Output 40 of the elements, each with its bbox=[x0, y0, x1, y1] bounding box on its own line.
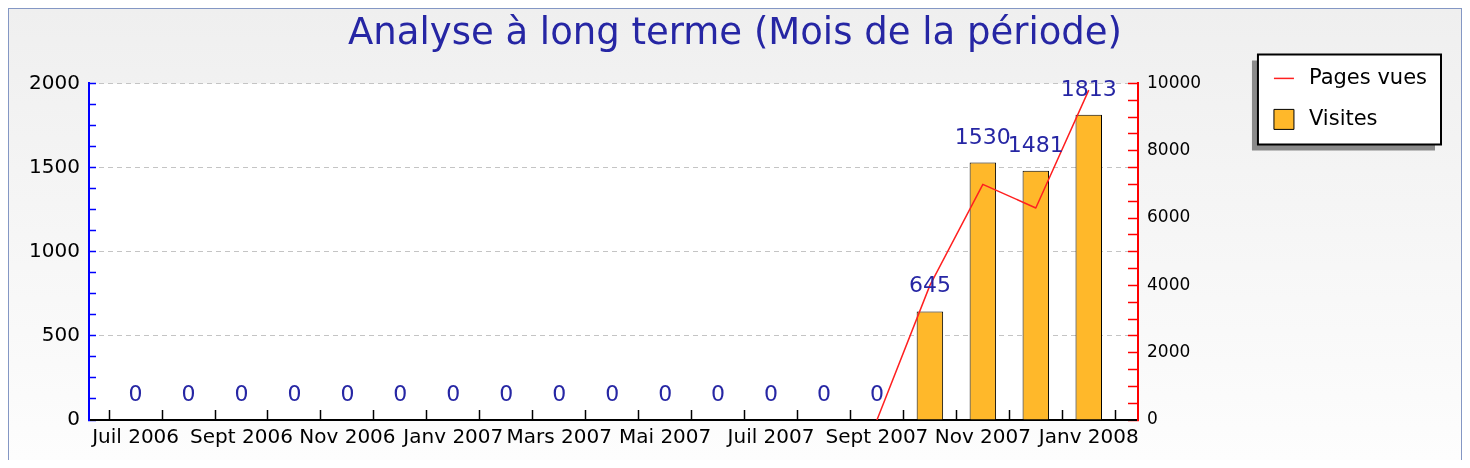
x-tick-label: Sept 2006 bbox=[190, 424, 293, 449]
y2-tick-label: 10000 bbox=[1147, 71, 1202, 92]
legend-label: Visites bbox=[1308, 105, 1378, 130]
data-label: 0 bbox=[711, 381, 726, 406]
x-tick-label: Juil 2007 bbox=[725, 424, 815, 449]
chart-title: Analyse à long terme (Mois de la période) bbox=[348, 9, 1122, 53]
x-tick-label: Nov 2006 bbox=[299, 424, 396, 449]
data-label: 0 bbox=[869, 381, 884, 406]
data-label: 0 bbox=[393, 381, 408, 406]
y2-tick-label: 8000 bbox=[1147, 139, 1191, 160]
data-label: 0 bbox=[658, 381, 673, 406]
data-label: 0 bbox=[181, 381, 196, 406]
data-label: 0 bbox=[764, 381, 779, 406]
data-label: 0 bbox=[552, 381, 567, 406]
y-tick-label: 1500 bbox=[29, 153, 80, 178]
x-tick-label: Mai 2007 bbox=[618, 424, 712, 449]
y-tick-label: 1000 bbox=[29, 237, 80, 262]
data-label: 0 bbox=[446, 381, 461, 406]
legend-label: Pages vues bbox=[1308, 64, 1428, 89]
y-tick-label: 2000 bbox=[29, 69, 80, 94]
data-label: 0 bbox=[605, 381, 620, 406]
x-tick-label: Nov 2007 bbox=[934, 424, 1031, 449]
x-tick-label: Janv 2008 bbox=[1036, 424, 1139, 449]
y2-tick-label: 4000 bbox=[1147, 273, 1191, 294]
y-tick-label: 500 bbox=[41, 322, 80, 347]
data-label: 0 bbox=[287, 381, 302, 406]
y2-tick-label: 6000 bbox=[1147, 206, 1191, 227]
y2-tick-label: 2000 bbox=[1147, 341, 1191, 362]
data-label: 0 bbox=[234, 381, 249, 406]
data-label: 1813 bbox=[1060, 75, 1117, 101]
x-tick-label: Janv 2007 bbox=[401, 424, 504, 449]
x-tick-label: Sept 2007 bbox=[825, 424, 929, 449]
data-label: 0 bbox=[499, 381, 514, 406]
y-tick-label: 0 bbox=[67, 406, 80, 431]
data-label: 0 bbox=[128, 381, 143, 406]
data-label: 0 bbox=[816, 381, 831, 406]
data-label: 0 bbox=[340, 381, 355, 406]
y2-tick-label: 0 bbox=[1147, 408, 1158, 429]
x-tick-label: Juil 2006 bbox=[90, 424, 180, 449]
x-tick-label: Mars 2007 bbox=[506, 424, 612, 449]
